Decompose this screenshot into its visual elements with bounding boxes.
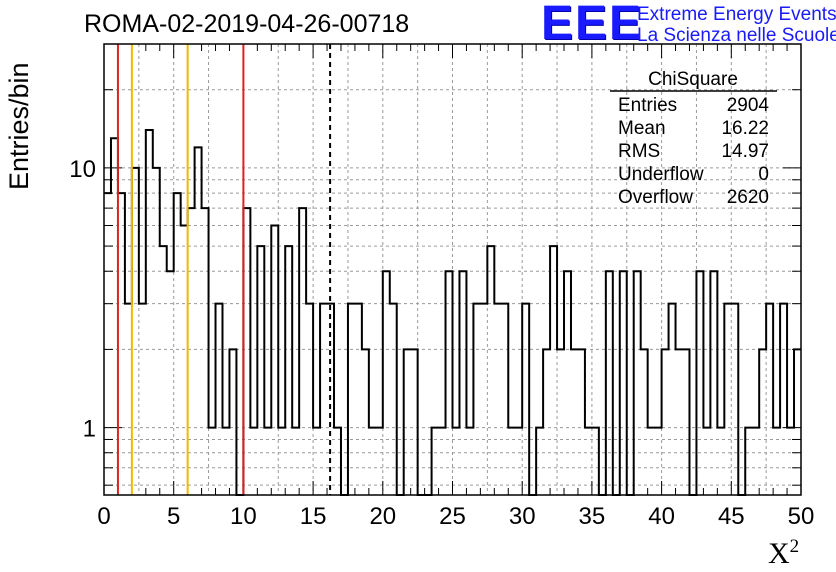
- x-tick-label: 30: [509, 503, 536, 530]
- histogram-line: [104, 128, 801, 496]
- y-tick-label: 10: [69, 156, 96, 183]
- x-axis-label-sup: 2: [789, 536, 800, 557]
- stats-row-label: Entries: [618, 95, 677, 116]
- stats-row-label: RMS: [618, 141, 660, 162]
- logo-line2: La Scienza nelle Scuole: [637, 25, 836, 46]
- x-tick-label: 10: [230, 503, 257, 530]
- logo-line1: Extreme Energy Events: [637, 4, 836, 25]
- x-tick-label: 40: [648, 503, 675, 530]
- stats-row-label: Mean: [618, 118, 666, 139]
- x-tick-label: 0: [97, 503, 110, 530]
- eee-logo: EEE: [541, 0, 644, 50]
- stats-row-value: 2904: [727, 95, 770, 116]
- x-tick-label: 25: [439, 503, 466, 530]
- stats-row-value: 2620: [727, 187, 769, 208]
- x-axis-label: X2: [768, 536, 799, 571]
- stats-row-label: Overflow: [618, 187, 693, 208]
- x-tick-label: 5: [167, 503, 180, 530]
- chart-title: ROMA-02-2019-04-26-00718: [84, 10, 410, 38]
- stats-row-value: 16.22: [721, 118, 769, 139]
- x-tick-label: 15: [300, 503, 327, 530]
- x-tick-label: 45: [718, 503, 745, 530]
- stats-row-value: 0: [758, 164, 769, 185]
- stats-box-title: ChiSquare: [648, 69, 738, 90]
- y-tick-label: 1: [83, 416, 96, 443]
- marker-lines: [116, 44, 332, 495]
- x-tick-label: 20: [369, 503, 396, 530]
- x-axis-label-base: X: [768, 537, 790, 570]
- tick-labels: 0 5 10 15 20 25 30 35 40 45 50 1 10: [69, 156, 814, 530]
- stats-row-value: 14.97: [721, 141, 769, 162]
- stats-box: ChiSquare Entries 2904 Mean 16.22 RMS 14.97 Und…: [610, 69, 777, 208]
- x-tick-label: 50: [788, 503, 815, 530]
- plot-frame: [103, 43, 802, 496]
- x-tick-label: 35: [579, 503, 606, 530]
- stats-row-label: Underflow: [618, 164, 704, 185]
